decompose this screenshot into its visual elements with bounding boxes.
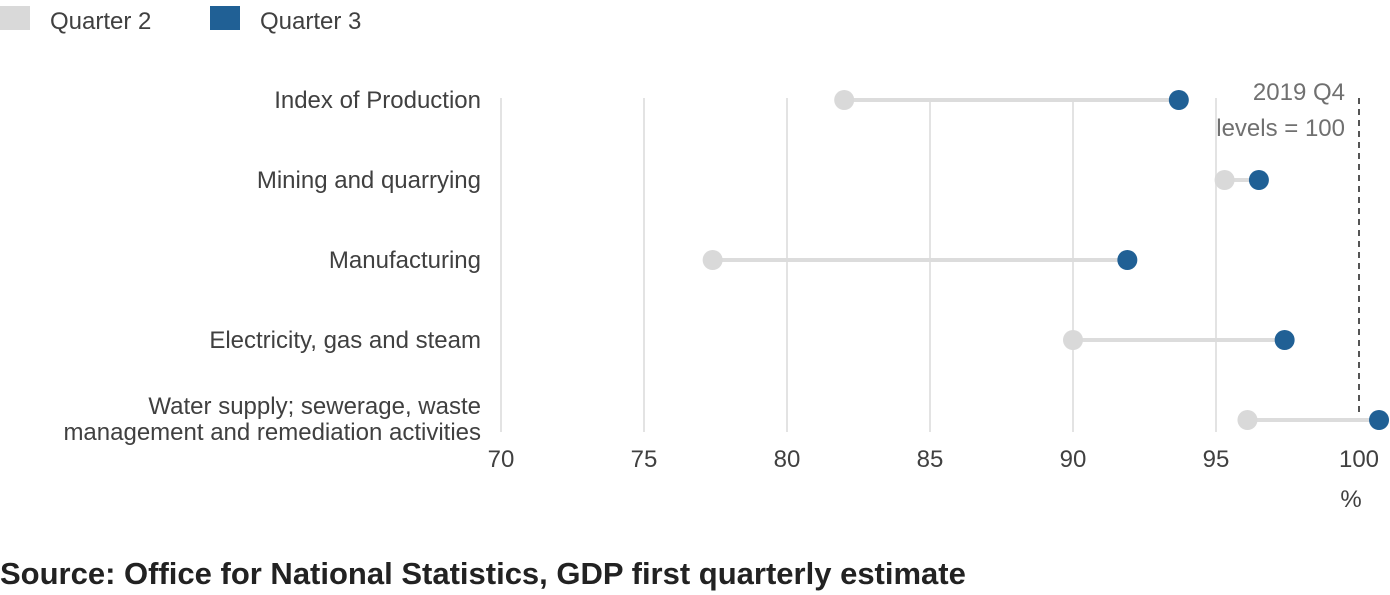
category-label-5-line-1: Water supply; sewerage, waste <box>148 393 481 420</box>
point-quarter-3-3 <box>1117 250 1138 270</box>
category-label-2: Mining and quarrying <box>257 167 481 194</box>
point-quarter-3-4 <box>1274 330 1295 350</box>
x-tick-label-85: 85 <box>917 446 944 473</box>
x-tick-label-70: 70 <box>488 446 515 473</box>
x-unit-label: % <box>1340 486 1361 513</box>
reference-line-label-2: levels = 100 <box>1216 115 1345 142</box>
x-tick-label-100: 100 <box>1339 446 1379 473</box>
reference-line-label-1: 2019 Q4 <box>1253 79 1345 106</box>
x-tick-label-95: 95 <box>1203 446 1230 473</box>
point-quarter-2-3 <box>702 250 723 270</box>
x-tick-label-90: 90 <box>1060 446 1087 473</box>
category-label-5-line-2: management and remediation activities <box>63 419 481 446</box>
category-label-4: Electricity, gas and steam <box>209 327 481 354</box>
x-tick-label-80: 80 <box>774 446 801 473</box>
category-label-3: Manufacturing <box>329 247 481 274</box>
point-quarter-3-1 <box>1168 90 1189 110</box>
point-quarter-2-4 <box>1063 330 1083 350</box>
point-quarter-3-5 <box>1369 410 1390 430</box>
legend-label-quarter-3: Quarter 3 <box>260 8 362 35</box>
point-quarter-2-2 <box>1214 170 1235 190</box>
dot-plot-chart: 2019 Q4 levels = 100 70 75 80 85 90 95 100% Index… <box>63 79 1390 513</box>
category-label-1: Index of Production <box>274 87 481 114</box>
point-quarter-2-1 <box>834 90 855 110</box>
legend-swatch-quarter-3 <box>210 6 240 30</box>
legend-swatch-quarter-2 <box>0 6 30 30</box>
point-quarter-2-5 <box>1237 410 1258 430</box>
legend-label-quarter-2: Quarter 2 <box>50 8 152 35</box>
source-note: Source: Office for National Statistics, … <box>0 556 966 591</box>
x-tick-label-75: 75 <box>631 446 658 473</box>
point-quarter-3-2 <box>1248 170 1269 190</box>
